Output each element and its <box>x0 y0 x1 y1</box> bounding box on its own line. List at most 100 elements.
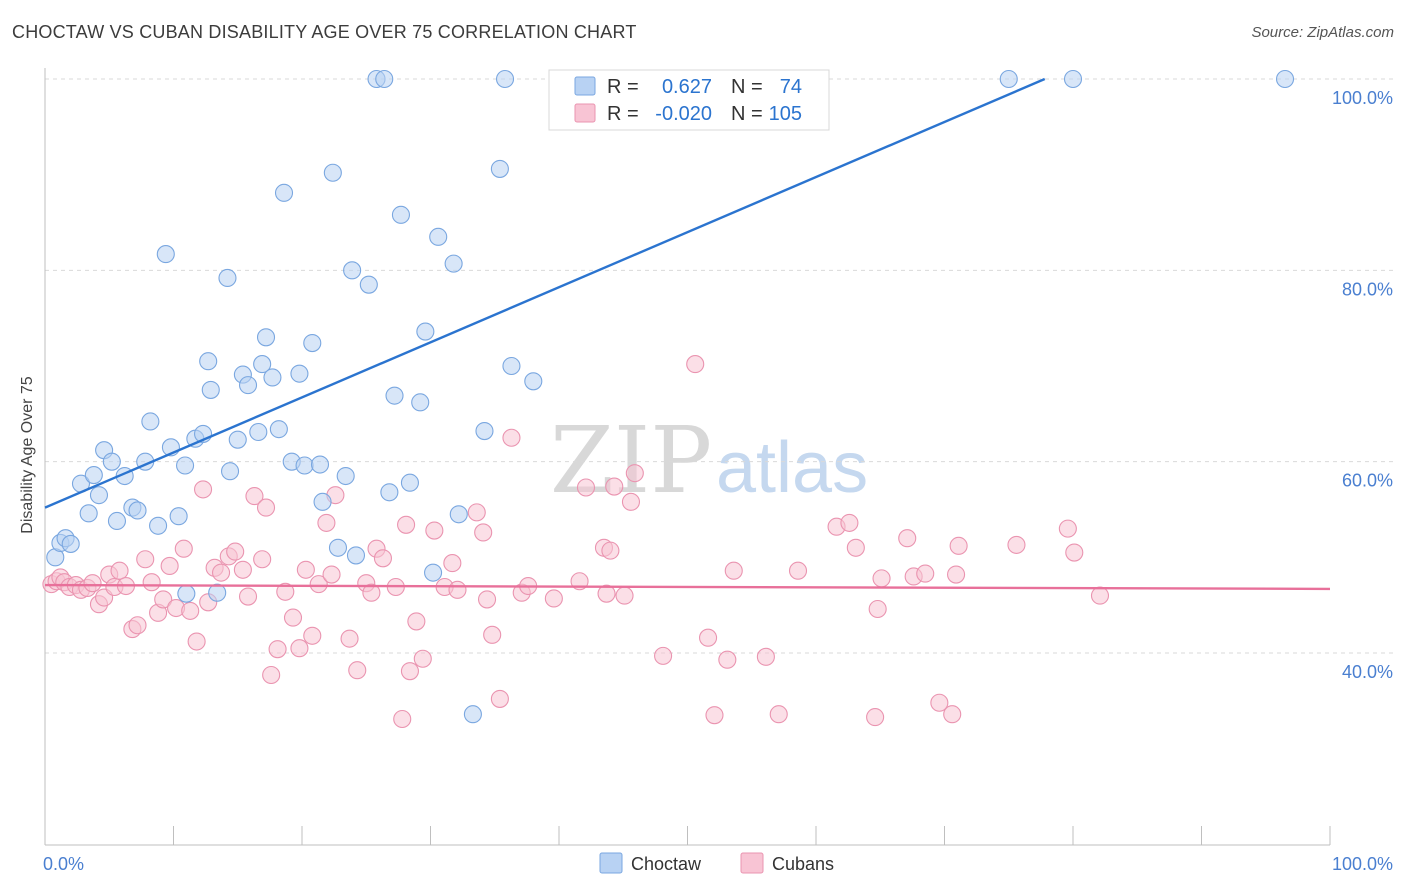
point-cubans-34 <box>245 487 264 506</box>
point-choctaw-19 <box>169 507 188 526</box>
point-choctaw-48 <box>346 546 366 565</box>
point-cubans-79 <box>615 586 634 605</box>
point-cubans-67 <box>483 625 502 644</box>
point-cubans-95 <box>868 599 887 619</box>
point-choctaw-28 <box>220 462 240 481</box>
point-cubans-89 <box>769 705 788 724</box>
point-cubans-32 <box>233 560 252 579</box>
point-choctaw-67 <box>524 372 543 391</box>
point-choctaw-70 <box>999 69 1018 89</box>
point-cubans-103 <box>949 536 968 555</box>
point-cubans-80 <box>621 492 641 511</box>
watermark: ZIP atlas <box>550 407 868 514</box>
point-choctaw-25 <box>201 380 220 399</box>
point-choctaw-15 <box>141 412 160 431</box>
point-choctaw-3 <box>61 534 80 553</box>
point-choctaw-71 <box>1063 69 1083 89</box>
point-choctaw-55 <box>400 473 419 492</box>
point-cubans-51 <box>362 583 381 602</box>
point-choctaw-61 <box>449 505 468 524</box>
point-cubans-58 <box>407 612 426 631</box>
point-cubans-102 <box>947 565 966 584</box>
point-choctaw-16 <box>149 516 168 535</box>
point-choctaw-9 <box>102 452 121 471</box>
point-cubans-20 <box>154 590 173 609</box>
point-choctaw-34 <box>256 328 276 347</box>
legend-swatch-choctaw <box>574 76 596 96</box>
point-cubans-88 <box>756 647 775 666</box>
axes <box>44 68 1331 846</box>
point-choctaw-29 <box>228 430 247 449</box>
point-cubans-65 <box>474 523 493 542</box>
point-choctaw-32 <box>249 422 268 442</box>
point-cubans-74 <box>576 478 596 497</box>
point-cubans-40 <box>283 608 303 627</box>
point-cubans-45 <box>317 513 336 532</box>
point-choctaw-53 <box>385 386 404 405</box>
point-choctaw-39 <box>290 364 309 383</box>
point-choctaw-5 <box>79 504 98 523</box>
point-choctaw-27 <box>218 268 237 288</box>
y-tick-label-40: 40.0% <box>1342 662 1393 682</box>
point-cubans-46 <box>322 565 341 584</box>
point-choctaw-62 <box>463 705 482 724</box>
point-cubans-18 <box>142 573 161 592</box>
point-cubans-13 <box>110 561 129 580</box>
legend-n-value-2: 105 <box>769 103 802 125</box>
bottom-legend-swatch-cubans <box>740 852 764 874</box>
point-cubans-16 <box>128 616 147 635</box>
point-cubans-49 <box>348 661 367 680</box>
point-cubans-37 <box>262 665 281 685</box>
point-cubans-41 <box>290 639 309 658</box>
point-cubans-42 <box>296 560 315 579</box>
point-choctaw-36 <box>269 420 288 439</box>
legend-box <box>548 69 830 131</box>
point-cubans-39 <box>276 582 295 601</box>
point-choctaw-72 <box>1275 69 1295 89</box>
point-choctaw-66 <box>502 356 521 376</box>
point-cubans-66 <box>477 590 497 609</box>
y-tick-labels: 40.0% 60.0% 80.0% 100.0% <box>1332 88 1393 682</box>
point-choctaw-17 <box>156 245 175 264</box>
legend-r-value-1: 0.627 <box>662 76 712 98</box>
point-choctaw-58 <box>424 563 443 582</box>
legend-r-value-2: -0.020 <box>655 103 712 125</box>
point-cubans-29 <box>211 563 231 582</box>
trend-line-cubans <box>44 583 1331 591</box>
point-cubans-24 <box>181 601 200 620</box>
point-cubans-96 <box>872 569 891 588</box>
point-choctaw-43 <box>313 492 332 511</box>
point-cubans-100 <box>930 693 949 712</box>
legend-swatch-cubans <box>574 103 596 123</box>
legend-n-label-2: N = <box>731 103 763 125</box>
point-cubans-53 <box>373 549 393 568</box>
point-choctaw-31 <box>238 376 258 395</box>
point-cubans-81 <box>625 464 644 483</box>
point-choctaw-35 <box>263 368 282 387</box>
point-cubans-31 <box>226 542 245 561</box>
point-cubans-8 <box>83 574 102 593</box>
point-cubans-44 <box>309 575 328 594</box>
legend-n-value-1: 74 <box>780 76 802 98</box>
trend-line-choctaw <box>44 77 1046 509</box>
legend-n-label-1: N = <box>731 76 763 98</box>
point-cubans-59 <box>413 649 432 668</box>
point-choctaw-26 <box>208 583 227 602</box>
point-cubans-85 <box>705 706 724 725</box>
point-cubans-92 <box>840 513 859 532</box>
point-choctaw-37 <box>274 183 294 202</box>
point-choctaw-40 <box>295 456 314 475</box>
point-cubans-77 <box>601 541 620 560</box>
point-cubans-72 <box>544 589 563 608</box>
point-cubans-76 <box>597 584 616 603</box>
point-choctaw-44 <box>323 163 342 182</box>
point-choctaw-42 <box>310 455 330 474</box>
point-choctaw-63 <box>475 422 494 441</box>
point-cubans-69 <box>502 428 521 447</box>
data-points <box>42 69 1295 729</box>
point-cubans-104 <box>1007 535 1026 554</box>
y-axis-label: Disability Age Over 75 <box>19 376 36 534</box>
point-cubans-36 <box>256 498 276 517</box>
point-choctaw-33 <box>253 355 272 374</box>
